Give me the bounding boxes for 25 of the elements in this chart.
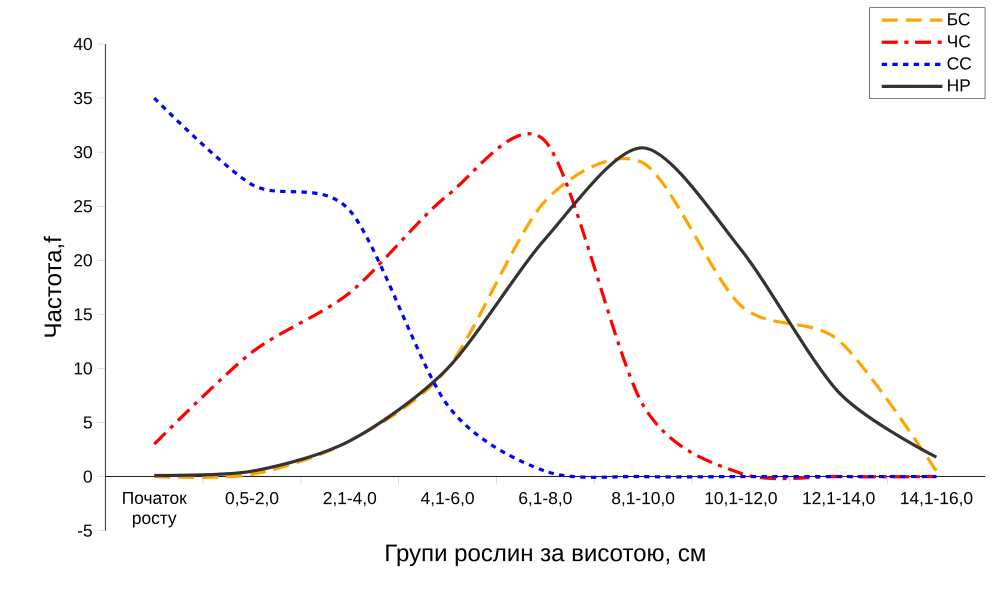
x-tick-label: 14,1-16,0 bbox=[901, 492, 972, 506]
x-tick-label: 8,1-10,0 bbox=[612, 492, 674, 506]
x-tick-label: 2,1-4,0 bbox=[324, 492, 376, 506]
x-tick-label: 10,1-12,0 bbox=[706, 492, 777, 506]
x-tick-label: 6,1-8,0 bbox=[519, 492, 572, 506]
y-tick-label: 30 bbox=[74, 146, 92, 158]
y-tick-label: 25 bbox=[74, 200, 92, 213]
y-tick-label: -5 bbox=[78, 524, 92, 537]
y-tick-label: 5 bbox=[84, 416, 92, 429]
legend-label: СС bbox=[948, 57, 972, 70]
y-axis-title: Частота,f bbox=[44, 236, 64, 337]
x-axis-title: Групи рослин за висотою, см bbox=[386, 544, 705, 566]
y-tick-label: 40 bbox=[74, 38, 92, 50]
legend-label: ЧС bbox=[948, 35, 970, 48]
y-tick-label: 35 bbox=[74, 92, 92, 104]
y-tick-label: 10 bbox=[74, 362, 92, 375]
x-tick-label: 12,1-14,0 bbox=[803, 492, 875, 506]
y-tick-label: 20 bbox=[74, 254, 92, 267]
x-tick-label: 4,1-6,0 bbox=[420, 492, 474, 506]
x-tick-label: Початок росту bbox=[123, 492, 187, 528]
y-tick-label: 0 bbox=[84, 470, 92, 483]
legend-label: БС bbox=[948, 13, 970, 26]
legend-label: НР bbox=[948, 80, 970, 92]
y-tick-label: 15 bbox=[74, 308, 92, 321]
x-tick-label: 0,5-2,0 bbox=[226, 492, 278, 506]
